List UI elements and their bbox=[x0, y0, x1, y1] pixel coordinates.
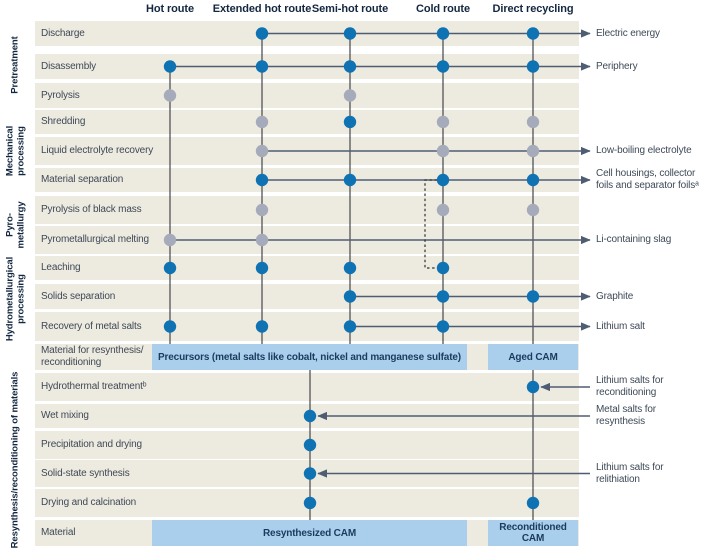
step-dot-blue bbox=[255, 320, 269, 333]
step-label: Pyrometallurgical melting bbox=[41, 234, 149, 246]
step-dot-blue bbox=[526, 290, 540, 303]
step-dot-blue bbox=[303, 409, 317, 423]
step-dot-blue bbox=[255, 27, 269, 40]
annotation-label: Lithium salts for relithiation bbox=[596, 461, 664, 485]
step-dot-blue bbox=[343, 173, 357, 187]
step-dot-blue bbox=[436, 60, 450, 73]
step-dot-gray bbox=[343, 89, 357, 102]
column-header-direct: Direct recycling bbox=[492, 3, 574, 15]
annotation-label: Cell housings, collector foils and separ… bbox=[596, 168, 699, 191]
step-dot-gray bbox=[436, 203, 450, 217]
step-dot-gray bbox=[255, 203, 269, 217]
material-band: Aged CAM bbox=[488, 344, 578, 370]
annotation-label: Electric energy bbox=[596, 27, 660, 39]
row-strip bbox=[35, 196, 579, 224]
annotation-label: Periphery bbox=[596, 60, 638, 72]
step-label: Precipitation and drying bbox=[41, 439, 142, 451]
annotation-label: Low-boiling electrolyte bbox=[596, 145, 692, 157]
step-dot-blue bbox=[526, 380, 540, 394]
step-label: Recovery of metal salts bbox=[41, 320, 142, 332]
step-dot-gray bbox=[436, 115, 450, 129]
step-label: Drying and calcination bbox=[41, 497, 137, 509]
step-dot-gray bbox=[526, 203, 540, 217]
step-dot-blue bbox=[303, 438, 317, 452]
column-header-semi: Semi-hot route bbox=[311, 3, 389, 15]
row-strip bbox=[35, 83, 579, 108]
annotation-label: Li-containing slag bbox=[596, 234, 672, 246]
step-dot-blue bbox=[526, 27, 540, 40]
step-dot-blue bbox=[436, 261, 450, 275]
column-header-extended: Extended hot route bbox=[212, 3, 312, 15]
annotation-label: Lithium salts for reconditioning bbox=[596, 375, 664, 398]
step-dot-blue bbox=[343, 261, 357, 275]
step-label: Shredding bbox=[41, 116, 86, 128]
step-dot-gray bbox=[163, 89, 177, 102]
step-dot-blue bbox=[343, 115, 357, 129]
step-label: Disassembly bbox=[41, 60, 97, 72]
step-dot-blue bbox=[343, 320, 357, 333]
row-strip bbox=[35, 373, 579, 401]
step-label: Solids separation bbox=[41, 290, 116, 302]
step-label: Discharge bbox=[41, 27, 85, 39]
step-dot-blue bbox=[163, 261, 177, 275]
step-dot-blue bbox=[436, 290, 450, 303]
step-label: Leaching bbox=[41, 262, 81, 274]
material-band: Reconditioned CAM bbox=[488, 520, 578, 546]
material-band: Precursors (metal salts like cobalt, nic… bbox=[152, 344, 467, 370]
step-label: Material bbox=[41, 527, 76, 539]
step-dot-gray bbox=[255, 144, 269, 158]
step-dot-blue bbox=[303, 467, 317, 480]
bypass-dashed-path bbox=[424, 179, 437, 269]
step-dot-blue bbox=[255, 261, 269, 275]
material-band: Resynthesized CAM bbox=[152, 520, 467, 546]
step-dot-blue bbox=[526, 496, 540, 510]
row-strip bbox=[35, 110, 579, 134]
step-dot-gray bbox=[526, 115, 540, 129]
step-dot-gray bbox=[526, 144, 540, 158]
step-dot-gray bbox=[255, 115, 269, 129]
annotation-label: Metal salts for resynthesis bbox=[596, 404, 656, 427]
step-dot-blue bbox=[436, 320, 450, 333]
step-label: Liquid electrolyte recovery bbox=[41, 145, 154, 157]
step-label: Material for resynthesis/​reconditioning bbox=[41, 345, 144, 368]
step-dot-blue bbox=[163, 320, 177, 333]
step-dot-blue bbox=[163, 60, 177, 73]
step-label: Wet mixing bbox=[41, 410, 89, 422]
step-label: Material separation bbox=[41, 174, 124, 186]
step-dot-blue bbox=[436, 27, 450, 40]
step-label: Hydrothermal treatmentᵇ bbox=[41, 381, 147, 393]
step-dot-blue bbox=[255, 60, 269, 73]
step-label: Pyrolysis bbox=[41, 89, 80, 101]
annotation-label: Lithium salt bbox=[596, 320, 645, 332]
column-header-hot: Hot route bbox=[146, 3, 194, 15]
step-dot-blue bbox=[303, 496, 317, 510]
step-dot-blue bbox=[343, 27, 357, 40]
row-strip bbox=[35, 256, 579, 280]
step-dot-blue bbox=[343, 60, 357, 73]
step-label: Pyrolysis of black mass bbox=[41, 204, 142, 216]
step-dot-blue bbox=[526, 60, 540, 73]
step-label: Solid-state synthesis bbox=[41, 467, 130, 479]
step-dot-gray bbox=[255, 233, 269, 247]
step-dot-blue bbox=[343, 290, 357, 303]
step-dot-blue bbox=[436, 173, 450, 187]
annotation-label: Graphite bbox=[596, 290, 634, 302]
step-dot-blue bbox=[255, 173, 269, 187]
column-header-cold: Cold route bbox=[416, 3, 470, 15]
step-dot-gray bbox=[163, 233, 177, 247]
step-dot-gray bbox=[436, 144, 450, 158]
step-dot-blue bbox=[526, 173, 540, 187]
